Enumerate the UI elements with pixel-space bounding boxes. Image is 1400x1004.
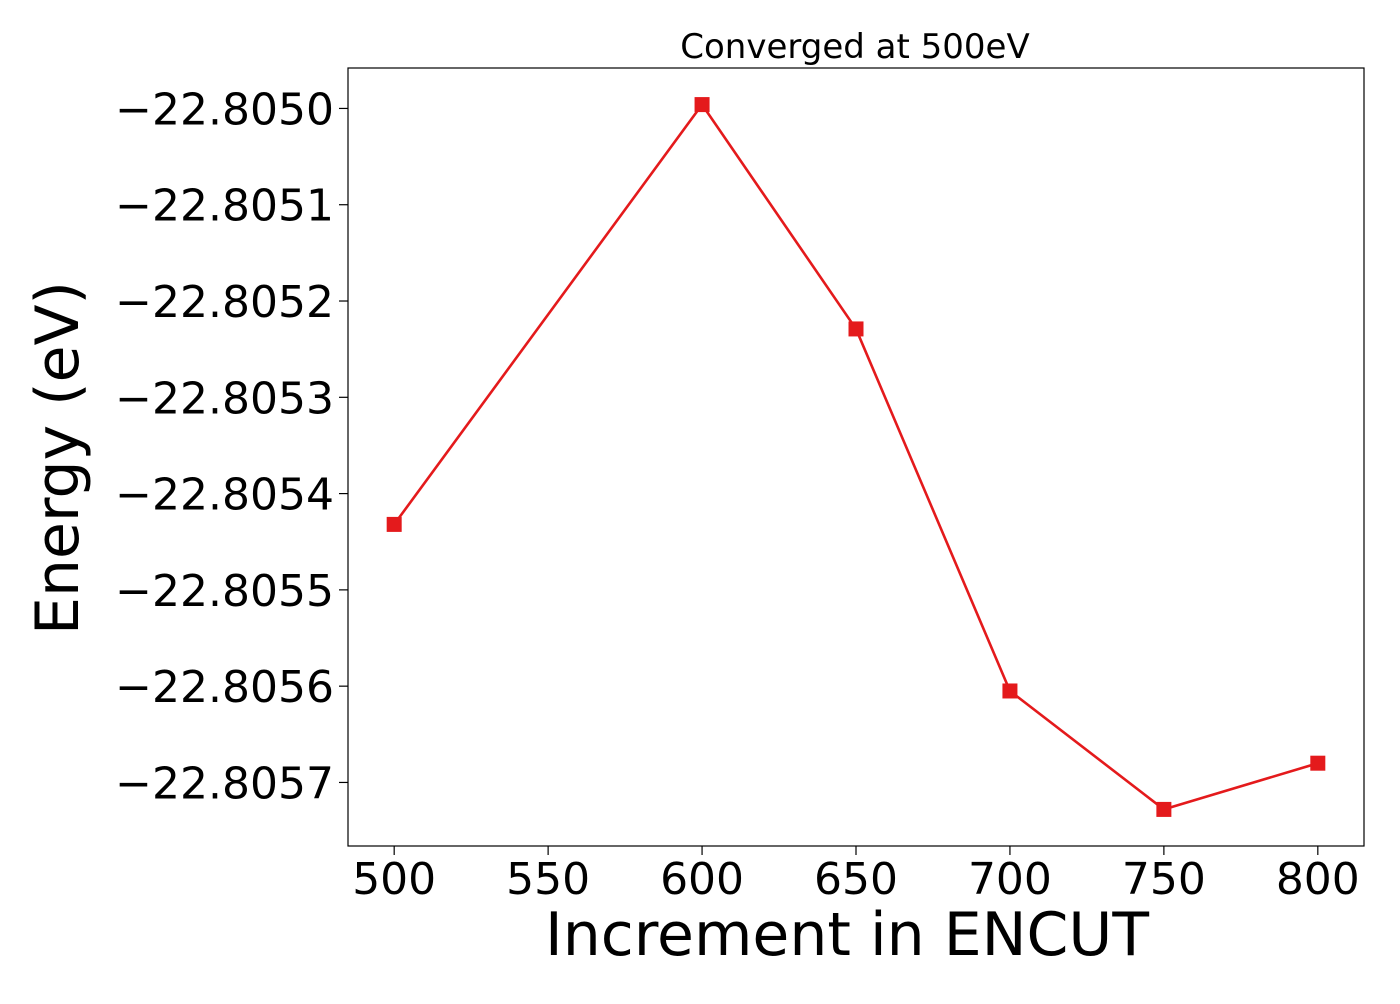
- y-tick-label: −22.8055: [115, 566, 334, 617]
- data-point: [1156, 801, 1172, 817]
- data-point: [1310, 755, 1326, 771]
- x-tick-label: 500: [352, 854, 436, 905]
- plot-frame: [347, 67, 1365, 847]
- data-point: [386, 516, 402, 532]
- y-tick-label: −22.8056: [115, 662, 334, 713]
- y-tick-label: −22.8057: [115, 758, 334, 809]
- y-tick-label: −22.8054: [115, 470, 334, 521]
- chart-title: Converged at 500eV: [680, 27, 1029, 67]
- x-tick-label: 800: [1276, 854, 1360, 905]
- y-tick-label: −22.8053: [115, 373, 334, 424]
- x-tick-label: 550: [506, 854, 590, 905]
- plot-layer: 500 550 600 650 700 750 800 −22.8050 −22.8051 −22…: [115, 67, 1365, 905]
- y-tick-label: −22.8052: [115, 277, 334, 328]
- series-line: [393, 103, 1319, 811]
- y-tick-label: −22.8050: [115, 84, 334, 135]
- y-tick-label: −22.8051: [115, 181, 334, 232]
- data-point: [1002, 683, 1018, 699]
- x-tick-label: 750: [1122, 854, 1206, 905]
- x-tick-label: 600: [660, 854, 744, 905]
- data-point: [694, 97, 710, 113]
- data-point: [848, 321, 864, 337]
- y-axis-label: Energy (eV): [23, 281, 93, 635]
- x-axis-label: Increment in ENCUT: [545, 900, 1149, 970]
- x-tick-label: 700: [968, 854, 1052, 905]
- x-tick-label: 650: [814, 854, 898, 905]
